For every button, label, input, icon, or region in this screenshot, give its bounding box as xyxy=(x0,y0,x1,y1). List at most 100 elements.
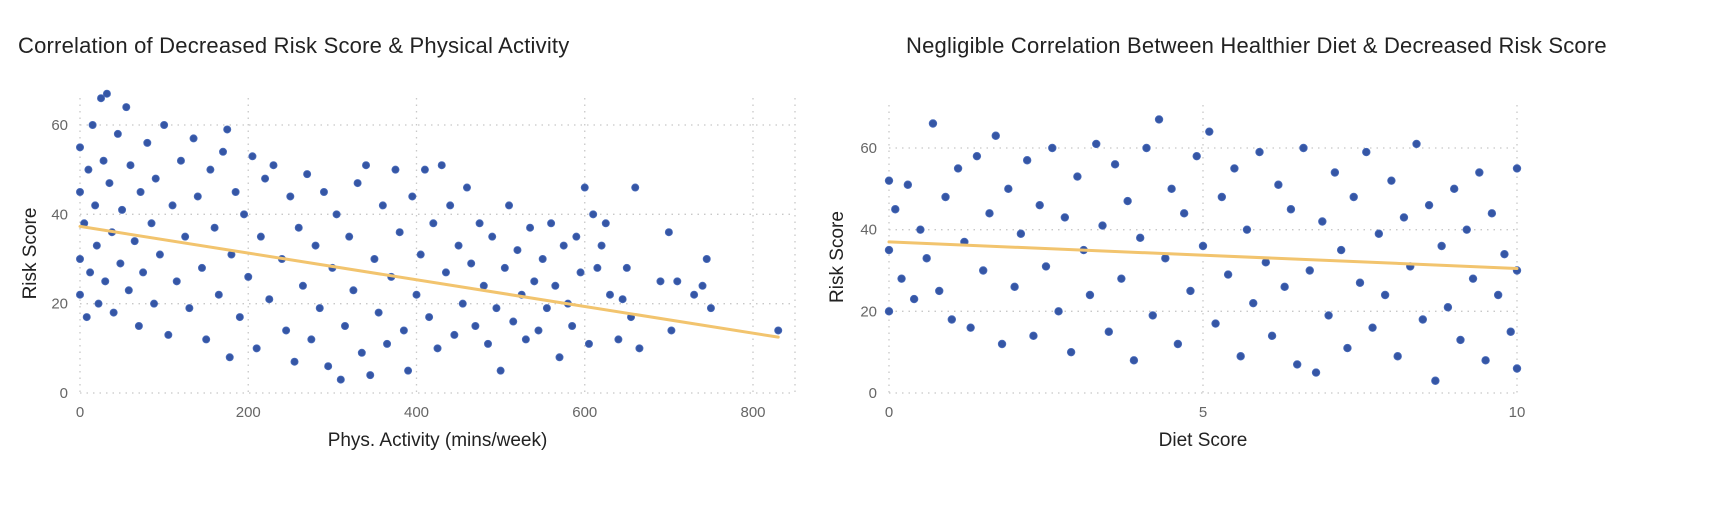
data-point xyxy=(1506,327,1515,336)
y-tick-label: 40 xyxy=(51,206,68,223)
data-point xyxy=(303,170,312,179)
data-point xyxy=(210,223,219,232)
data-point xyxy=(286,192,295,201)
data-point xyxy=(101,277,110,286)
data-point xyxy=(1066,347,1076,357)
data-point xyxy=(601,219,610,228)
data-point xyxy=(1286,205,1296,214)
data-point xyxy=(150,299,159,308)
data-point xyxy=(294,223,303,232)
x-tick-label: 400 xyxy=(404,404,429,421)
data-point xyxy=(935,286,944,296)
data-point xyxy=(399,326,408,335)
data-point xyxy=(916,225,925,234)
data-point xyxy=(997,339,1007,349)
data-point xyxy=(1431,376,1440,385)
data-point xyxy=(345,232,354,241)
data-point xyxy=(76,254,85,263)
data-point xyxy=(92,241,101,250)
data-point xyxy=(197,263,206,272)
data-point xyxy=(1456,335,1465,345)
y-tick-label: 20 xyxy=(51,296,68,313)
data-point xyxy=(631,183,640,192)
data-point xyxy=(568,321,577,330)
data-point xyxy=(513,246,522,255)
data-point xyxy=(1330,168,1340,177)
data-point xyxy=(130,237,139,246)
data-point xyxy=(593,263,602,272)
data-point xyxy=(991,131,1000,140)
data-point xyxy=(673,277,682,286)
data-point xyxy=(1493,290,1503,300)
data-point xyxy=(538,254,547,263)
data-point xyxy=(1292,360,1302,369)
data-point xyxy=(99,156,108,165)
data-point xyxy=(122,103,131,112)
data-point xyxy=(109,308,118,317)
data-point xyxy=(1123,196,1132,206)
x-axis-title: Phys. Activity (mins/week) xyxy=(328,430,548,451)
data-point xyxy=(76,290,85,299)
data-point xyxy=(484,339,493,348)
data-point xyxy=(1073,172,1082,181)
data-point xyxy=(116,259,125,268)
x-tick-label: 0 xyxy=(76,404,84,421)
data-point xyxy=(324,362,333,371)
data-point xyxy=(1148,311,1157,320)
data-point xyxy=(336,375,345,384)
data-point xyxy=(1374,229,1384,238)
data-point xyxy=(86,268,95,277)
y-axis-title: Risk Score xyxy=(20,208,41,300)
data-point xyxy=(941,192,950,202)
data-point xyxy=(1368,323,1377,332)
data-point xyxy=(1173,339,1183,349)
data-point xyxy=(244,272,253,281)
data-point xyxy=(164,330,173,339)
data-point xyxy=(1481,356,1490,365)
data-point xyxy=(147,219,156,228)
data-point xyxy=(664,228,673,237)
data-point xyxy=(1004,184,1013,194)
data-point xyxy=(189,134,198,143)
data-point xyxy=(391,165,400,174)
data-point xyxy=(1048,143,1057,153)
x-tick-label: 5 xyxy=(1199,404,1207,421)
data-point xyxy=(505,201,514,210)
data-point xyxy=(383,339,392,348)
data-point xyxy=(1261,258,1270,267)
data-point xyxy=(462,183,471,192)
y-tick-label: 20 xyxy=(860,303,877,320)
data-point xyxy=(1267,331,1277,341)
data-point xyxy=(181,232,190,241)
data-point xyxy=(1380,290,1390,300)
data-point xyxy=(82,313,91,322)
data-point xyxy=(1217,192,1227,202)
data-point xyxy=(88,121,97,130)
data-point xyxy=(160,121,169,130)
data-point xyxy=(298,281,307,290)
data-point xyxy=(1418,315,1427,324)
data-point xyxy=(966,323,975,332)
data-point xyxy=(454,241,463,250)
data-point xyxy=(1274,180,1283,189)
data-point xyxy=(1098,221,1107,230)
data-point xyxy=(774,326,783,335)
data-point xyxy=(134,321,143,330)
data-point xyxy=(903,180,913,189)
data-point xyxy=(113,129,122,138)
data-point xyxy=(492,304,501,313)
data-point xyxy=(269,161,278,170)
data-point xyxy=(690,290,699,299)
data-point xyxy=(1110,160,1120,169)
data-point xyxy=(176,156,185,165)
data-point xyxy=(488,232,497,241)
data-point xyxy=(458,299,467,308)
data-point xyxy=(193,192,202,201)
data-point xyxy=(698,281,707,290)
data-point xyxy=(1186,286,1195,296)
data-point xyxy=(1324,311,1333,320)
data-point xyxy=(136,187,145,196)
data-point xyxy=(922,254,931,263)
data-point xyxy=(404,366,413,375)
